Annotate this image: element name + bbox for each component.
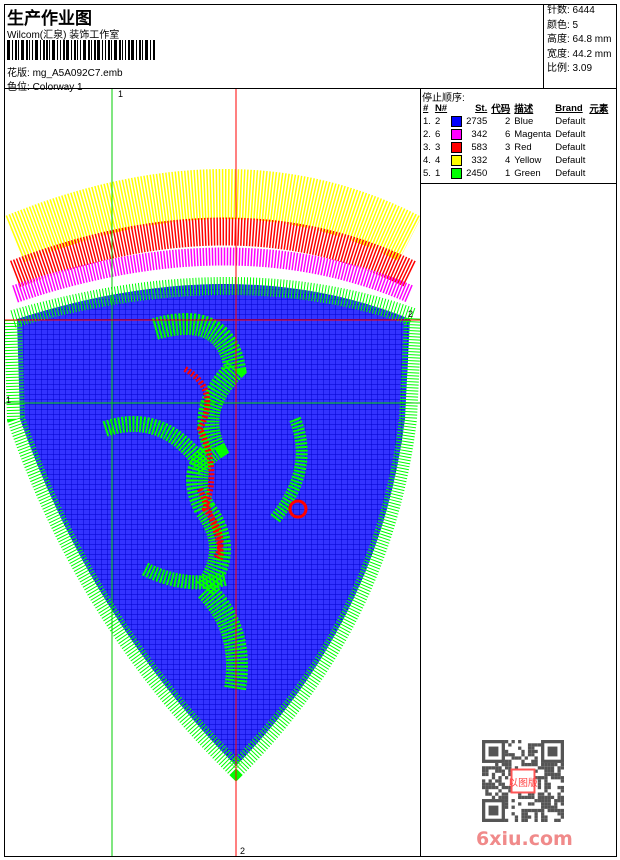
col-index: # xyxy=(423,102,429,114)
stitch-count: 针数: 6444 xyxy=(547,5,595,16)
color-swatch xyxy=(449,154,464,167)
row-code: 6 xyxy=(504,129,511,140)
row-stitches: 2450 xyxy=(466,168,488,179)
design-width: 宽度: 44.2 mm xyxy=(547,48,612,60)
table-header: # N# St. 代码 描述 Brand 元素 xyxy=(421,101,610,116)
design-height: 高度: 64.8 mm xyxy=(547,34,612,45)
color-swatch xyxy=(449,141,464,154)
barcode xyxy=(7,40,156,60)
table-row: 5. 1 2450 1 Green Default xyxy=(421,167,610,180)
row-brand: Default xyxy=(555,116,586,127)
color-swatch xyxy=(449,115,464,128)
design-scale: 比例: 3.09 xyxy=(547,63,593,74)
row-element xyxy=(587,128,610,141)
axis-label-h1: 1 xyxy=(6,395,12,405)
row-stitches: 2735 xyxy=(466,116,488,127)
table-row: 3. 3 583 3 Red Default xyxy=(421,141,610,154)
row-brand: Default xyxy=(555,155,586,166)
row-stitches: 342 xyxy=(471,129,488,140)
row-index: 3. xyxy=(423,142,431,153)
design-label: 花版: xyxy=(7,68,30,79)
row-code: 4 xyxy=(504,155,511,166)
row-needle: 3 xyxy=(434,142,441,153)
row-needle: 1 xyxy=(434,168,441,179)
row-brand: Default xyxy=(555,168,586,179)
col-element: 元素 xyxy=(589,104,609,115)
stop-sequence-title: 停止顺序: xyxy=(422,93,465,104)
col-needle: N# xyxy=(434,102,448,114)
design-info: 针数: 6444 颜色: 5 高度: 64.8 mm 宽度: 44.2 mm 比… xyxy=(543,4,617,88)
row-description: Magenta xyxy=(514,129,552,140)
col-description: 描述 xyxy=(514,104,534,115)
design-filename: mg_A5A092C7.emb xyxy=(32,68,123,79)
row-stitches: 332 xyxy=(471,155,488,166)
color-swatch xyxy=(449,167,464,180)
row-stitches: 583 xyxy=(471,142,488,153)
yellow-band xyxy=(5,169,420,263)
stop-sequence-panel: 停止顺序: # N# St. 代码 描述 Brand 元素 1. 2 2735 … xyxy=(420,89,616,184)
svg-text:以图版: 以图版 xyxy=(508,776,538,789)
col-stitches: St. xyxy=(475,102,488,114)
row-element xyxy=(587,167,610,180)
red-band xyxy=(9,217,417,288)
embroidery-design xyxy=(5,89,420,856)
color-swatch xyxy=(449,128,464,141)
col-code: 代码 xyxy=(491,104,511,115)
color-count: 颜色: 5 xyxy=(547,19,579,31)
row-needle: 2 xyxy=(434,116,441,127)
row-index: 2. xyxy=(423,129,431,140)
green-border xyxy=(5,277,420,782)
colorway-label: 色位: xyxy=(7,82,30,93)
row-code: 1 xyxy=(504,168,511,179)
row-code: 2 xyxy=(504,116,511,127)
table-row: 4. 4 332 4 Yellow Default xyxy=(421,154,610,167)
design-file: 花版: mg_A5A092C7.emb xyxy=(7,64,123,79)
row-index: 5. xyxy=(423,168,431,179)
row-index: 4. xyxy=(423,155,431,166)
axis-label-h2: 2 xyxy=(408,309,414,319)
row-element xyxy=(587,115,610,128)
row-needle: 4 xyxy=(434,155,441,166)
table-row: 2. 6 342 6 Magenta Default xyxy=(421,128,610,141)
company-name: Wilcom(汇泉) 装饰工作室 xyxy=(7,30,120,41)
table-row: 1. 2 2735 2 Blue Default xyxy=(421,115,610,128)
row-needle: 6 xyxy=(434,129,441,140)
stop-sequence-table: # N# St. 代码 描述 Brand 元素 1. 2 2735 2 Blue… xyxy=(421,101,610,180)
colorway: 色位: Colorway 1 xyxy=(7,78,83,93)
axis-label-v1: 1 xyxy=(118,89,124,99)
blue-fill xyxy=(17,284,410,766)
page-title: 生产作业图 xyxy=(7,9,92,29)
row-description: Red xyxy=(514,142,532,153)
row-brand: Default xyxy=(555,142,586,153)
colorway-value: Colorway 1 xyxy=(32,82,83,93)
row-index: 1. xyxy=(423,116,431,127)
col-brand: Brand xyxy=(555,102,583,114)
row-element xyxy=(587,141,610,154)
page-frame xyxy=(4,4,617,857)
header: 生产作业图 Wilcom(汇泉) 装饰工作室 花版: mg_A5A092C7.e… xyxy=(4,4,617,93)
embroidery-preview: 1 2 1 2 xyxy=(5,89,421,856)
row-description: Blue xyxy=(514,116,534,127)
axis-label-v2: 2 xyxy=(240,846,246,856)
row-element xyxy=(587,154,610,167)
row-code: 3 xyxy=(504,142,511,153)
dragon-motif xyxy=(102,313,308,691)
row-brand: Default xyxy=(555,129,586,140)
magenta-band xyxy=(12,247,414,303)
row-description: Green xyxy=(514,168,541,179)
col-swatch xyxy=(449,101,464,115)
watermark: 6xiu.com xyxy=(476,828,573,850)
qr-code: 以图版 xyxy=(482,740,564,822)
row-description: Yellow xyxy=(514,155,542,166)
